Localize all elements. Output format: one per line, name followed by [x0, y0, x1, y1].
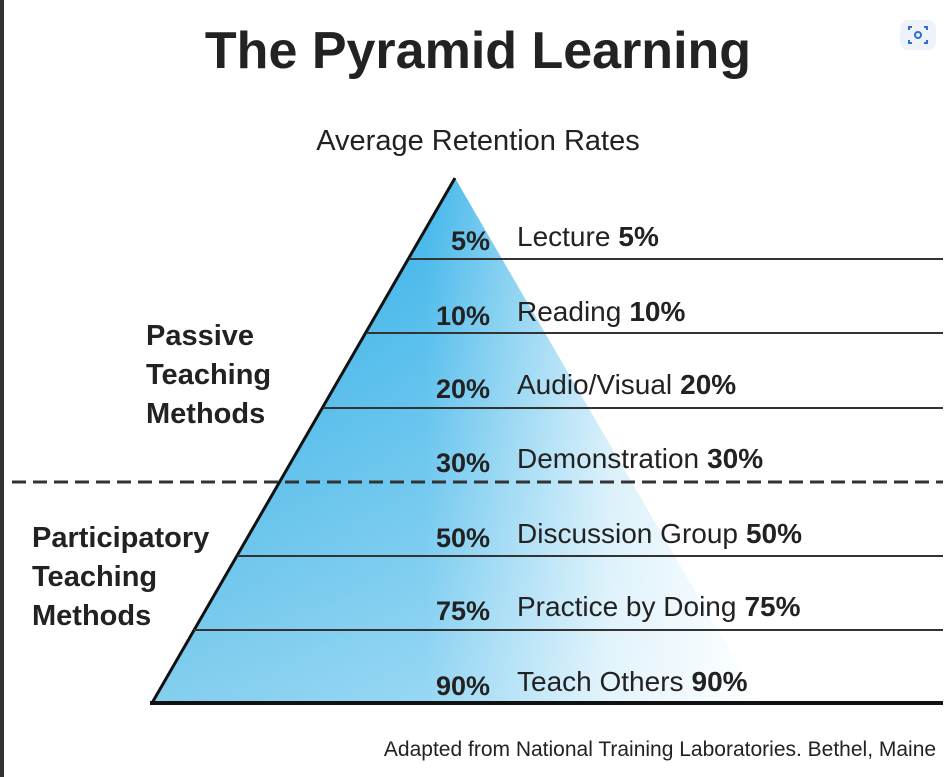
level-name: Audio/Visual	[517, 369, 672, 400]
level-name: Teach Others	[517, 666, 684, 697]
level-name-rate: 90%	[692, 666, 748, 697]
group-label: Teaching	[146, 359, 271, 391]
level-name-rate: 5%	[618, 221, 659, 252]
level-label: Lecture 5%	[517, 221, 659, 252]
level-name-rate: 75%	[744, 591, 800, 622]
level-label: Discussion Group 50%	[517, 518, 802, 549]
level-rate: 10%	[436, 301, 490, 331]
level-name-rate: 20%	[680, 369, 736, 400]
level-rate: 30%	[436, 448, 490, 478]
level-rate: 20%	[436, 374, 490, 404]
group-label: Methods	[32, 600, 151, 632]
level-rate: 90%	[436, 671, 490, 701]
level-rate: 5%	[451, 226, 490, 256]
screenshot-icon[interactable]	[900, 20, 936, 50]
group-label: Methods	[146, 398, 265, 430]
level-name: Practice by Doing	[517, 591, 736, 622]
title: The Pyramid Learning	[205, 22, 751, 80]
left-edge	[0, 0, 4, 777]
level-name: Lecture	[517, 221, 610, 252]
level-name-rate: 50%	[746, 518, 802, 549]
group-label: Teaching	[32, 561, 157, 593]
level-rate: 75%	[436, 596, 490, 626]
level-name-rate: 10%	[629, 296, 685, 327]
level-label: Teach Others 90%	[517, 666, 748, 697]
level-name: Discussion Group	[517, 518, 738, 549]
level-name: Demonstration	[517, 443, 699, 474]
group-label: Passive	[146, 320, 254, 352]
footer: Adapted from National Training Laborator…	[384, 738, 936, 761]
subtitle: Average Retention Rates	[316, 125, 640, 157]
level-label: Reading 10%	[517, 296, 685, 327]
level-label: Practice by Doing 75%	[517, 591, 801, 622]
level-name-rate: 30%	[707, 443, 763, 474]
level-label: Demonstration 30%	[517, 443, 763, 474]
group-label: Participatory	[32, 522, 209, 554]
pyramid-edge	[150, 177, 457, 704]
pyramid-shade	[152, 178, 760, 703]
level-name: Reading	[517, 296, 621, 327]
level-lines	[194, 258, 943, 631]
level-label: Audio/Visual 20%	[517, 369, 736, 400]
level-rate: 50%	[436, 523, 490, 553]
